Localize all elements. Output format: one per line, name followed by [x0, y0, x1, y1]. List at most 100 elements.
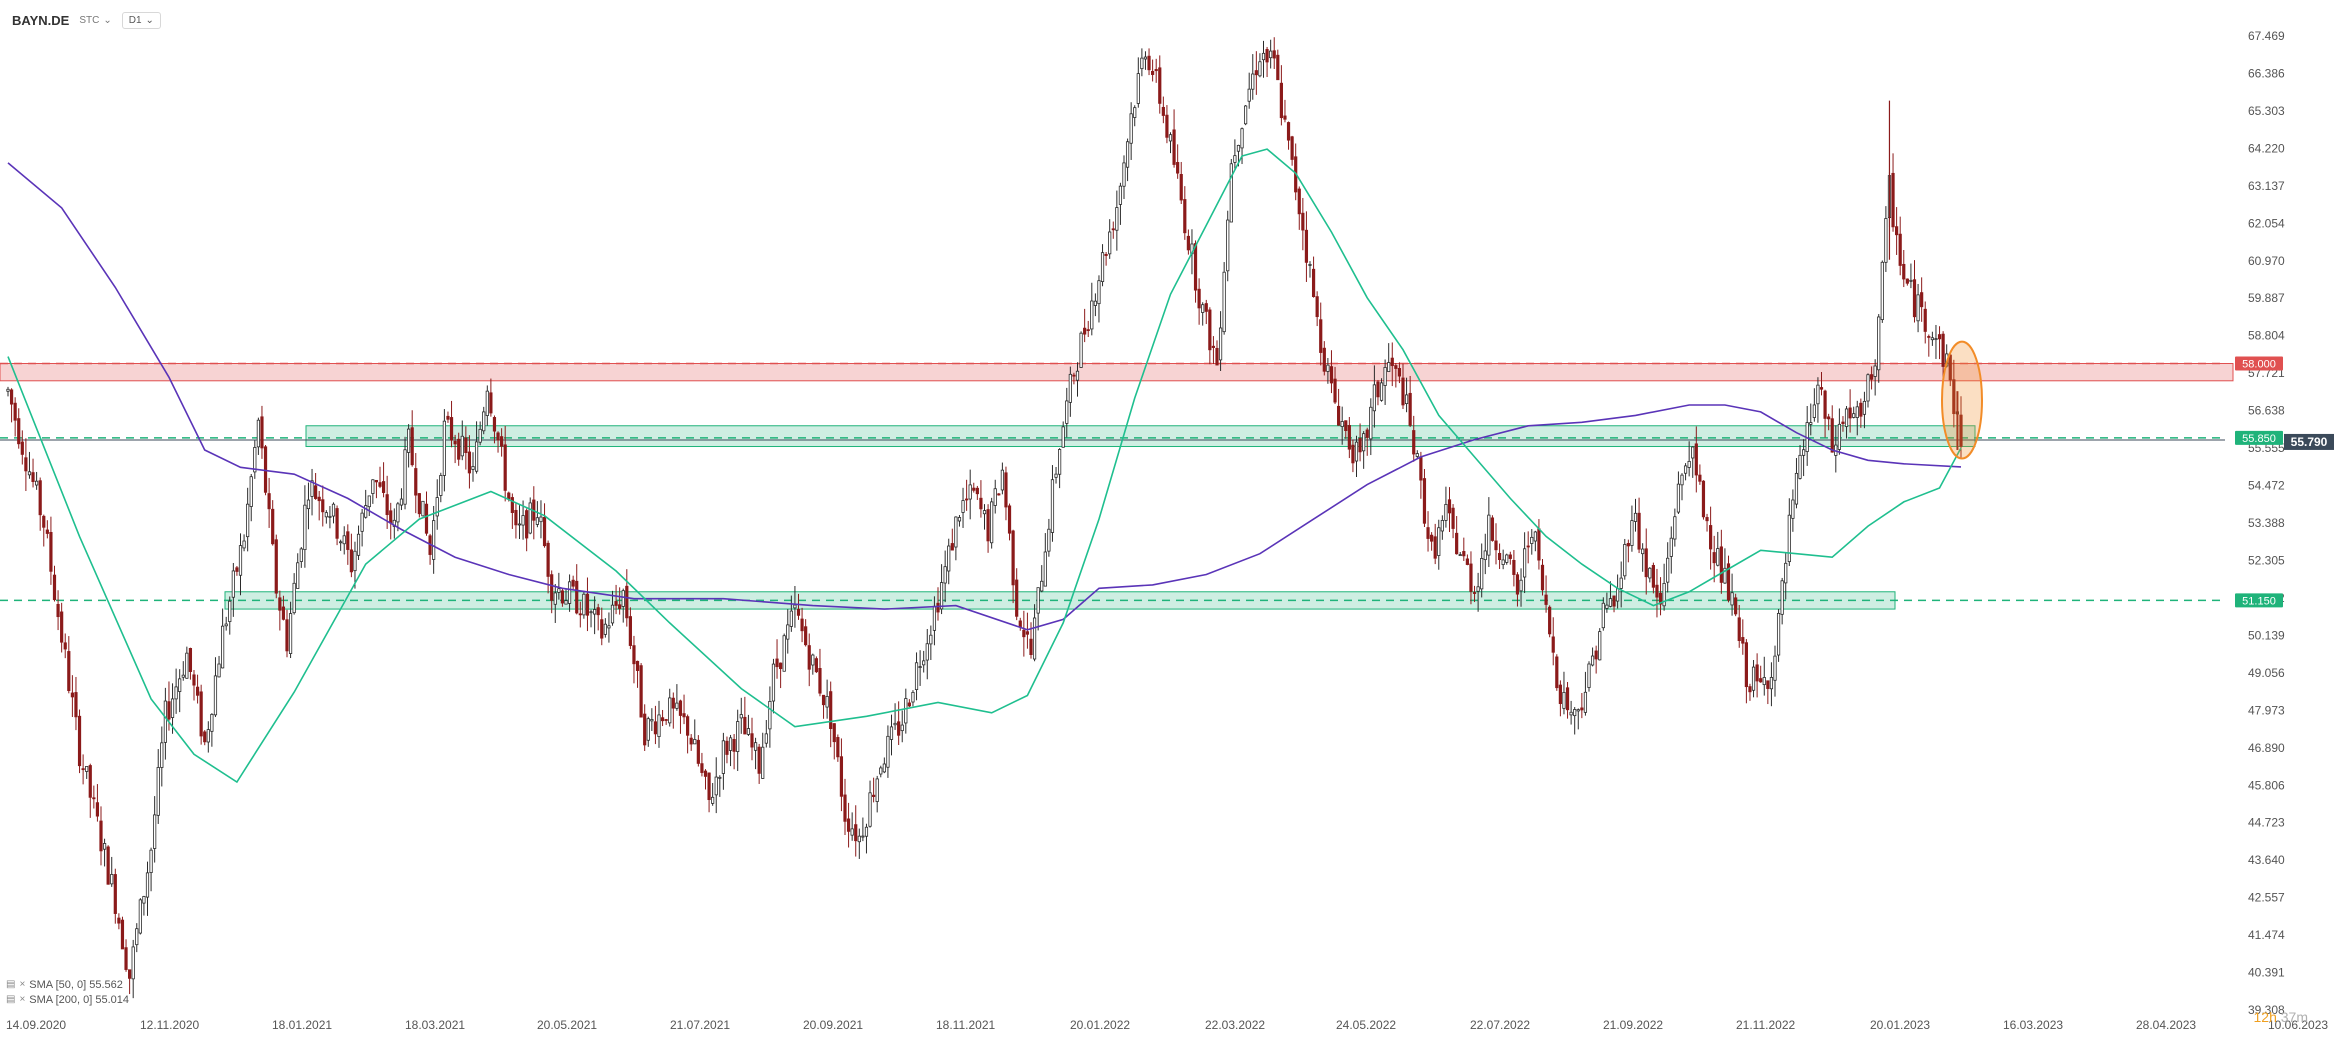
- candle: [936, 587, 940, 621]
- candle: [1830, 405, 1834, 453]
- candle: [1333, 366, 1337, 405]
- legend-item-sma50[interactable]: ▤ × SMA [50, 0] 55.562: [6, 977, 129, 992]
- candle: [1855, 400, 1859, 436]
- candle: [1869, 366, 1874, 390]
- candle: [1104, 252, 1108, 266]
- candle: [782, 633, 786, 672]
- candle: [1215, 340, 1219, 366]
- candle: [1608, 581, 1613, 608]
- legend-item-sma200[interactable]: ▤ × SMA [200, 0] 55.014: [6, 992, 129, 1007]
- candle: [242, 534, 246, 552]
- candle: [1322, 341, 1326, 376]
- candle: [686, 714, 690, 754]
- candle: [514, 503, 518, 539]
- candle: [1125, 138, 1130, 182]
- candle: [553, 583, 557, 623]
- candle: [711, 782, 715, 806]
- candle: [496, 431, 500, 453]
- candle: [768, 686, 772, 748]
- candle: [1447, 487, 1452, 533]
- support-upper-label-bg: [2235, 430, 2283, 445]
- candle: [1809, 403, 1813, 436]
- candle: [857, 828, 861, 859]
- candle: [467, 435, 472, 489]
- candle: [1337, 388, 1341, 426]
- candle: [492, 415, 497, 444]
- candle: [1712, 535, 1716, 583]
- y-tick-label: 44.723: [2248, 816, 2285, 830]
- candle: [725, 736, 729, 764]
- candle: [1086, 320, 1090, 338]
- candle: [432, 505, 436, 574]
- candle: [660, 709, 665, 727]
- candle: [1151, 59, 1155, 82]
- candle: [49, 516, 53, 585]
- candle: [1311, 256, 1316, 298]
- x-tick-label: 20.05.2021: [537, 1018, 597, 1032]
- candle: [1444, 486, 1448, 528]
- candle: [968, 469, 972, 520]
- candle: [1816, 377, 1820, 423]
- candle: [142, 895, 146, 916]
- candle: [1680, 473, 1684, 501]
- candle: [600, 607, 604, 646]
- candle: [185, 646, 189, 679]
- candle: [707, 772, 711, 813]
- candle: [904, 688, 908, 734]
- legend-label: SMA [200, 0] 55.014: [29, 993, 129, 1006]
- candle: [1108, 219, 1112, 259]
- candle: [238, 533, 243, 596]
- candle: [668, 688, 672, 727]
- candle: [1226, 210, 1230, 282]
- instrument-badge[interactable]: STC ⌄: [79, 15, 111, 26]
- candle: [1043, 533, 1047, 587]
- close-icon[interactable]: ×: [19, 979, 26, 990]
- candle: [1229, 158, 1233, 223]
- candle: [1544, 575, 1548, 613]
- y-tick-label: 65.303: [2248, 104, 2285, 118]
- settings-icon[interactable]: ▤: [6, 994, 16, 1005]
- candle: [235, 565, 239, 576]
- candle: [1362, 431, 1366, 469]
- candle: [1852, 406, 1856, 419]
- candle: [786, 609, 790, 654]
- candle: [1873, 359, 1877, 396]
- candle: [460, 420, 464, 461]
- timeframe-select[interactable]: D1 ⌄: [121, 12, 161, 29]
- candle: [1433, 523, 1437, 565]
- x-tick-label: 28.04.2023: [2136, 1018, 2196, 1032]
- candle: [428, 533, 432, 565]
- candle: [1387, 343, 1391, 372]
- candle: [993, 479, 997, 514]
- y-tick-label: 58.804: [2248, 329, 2285, 343]
- candle: [1598, 628, 1602, 661]
- symbol-label[interactable]: BAYN.DE: [12, 13, 70, 28]
- candle: [231, 562, 235, 617]
- candle: [1351, 439, 1355, 473]
- candle: [102, 838, 107, 867]
- candle: [528, 497, 532, 535]
- candle: [753, 737, 758, 770]
- x-tick-label: 22.07.2022: [1470, 1018, 1530, 1032]
- candle: [1580, 692, 1584, 719]
- candle: [982, 504, 987, 530]
- settings-icon[interactable]: ▤: [6, 979, 16, 990]
- candle: [1419, 451, 1423, 499]
- candle: [1784, 552, 1788, 600]
- close-icon[interactable]: ×: [19, 994, 26, 1005]
- x-tick-label: 21.09.2022: [1603, 1018, 1663, 1032]
- y-tick-label: 45.806: [2248, 778, 2285, 792]
- chevron-down-icon: ⌄: [145, 15, 154, 26]
- candle: [886, 725, 890, 778]
- candle: [485, 385, 489, 426]
- candle: [689, 734, 693, 751]
- candle: [1397, 362, 1402, 384]
- candle: [70, 675, 74, 718]
- candle: [1047, 518, 1051, 557]
- candle: [1766, 680, 1770, 705]
- candle: [929, 625, 933, 660]
- candle: [389, 502, 393, 540]
- badge-label: STC: [79, 15, 100, 26]
- candle: [1158, 55, 1162, 114]
